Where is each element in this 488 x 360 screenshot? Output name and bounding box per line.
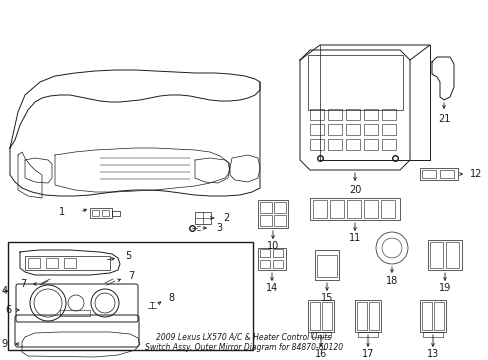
Bar [273,202,285,213]
Bar [92,210,99,216]
Bar [381,124,395,135]
Bar [272,260,283,268]
Bar [357,332,377,337]
Text: 15: 15 [320,293,332,303]
Text: 3: 3 [216,223,222,233]
Text: 6: 6 [5,305,11,315]
Bar [314,250,338,280]
Bar [421,170,435,178]
Bar [25,256,110,270]
Bar [260,202,271,213]
Text: 18: 18 [385,276,397,286]
Bar [260,249,269,257]
Bar [327,109,341,120]
Bar [258,200,287,228]
Bar [327,139,341,150]
Bar [354,300,380,332]
Bar [363,124,377,135]
Bar [273,215,285,226]
Bar [316,255,336,277]
Bar [429,242,442,268]
Bar [102,210,109,216]
Text: 7: 7 [128,271,134,281]
Text: 9: 9 [2,339,8,349]
Bar [307,300,333,332]
Bar [346,109,359,120]
Bar [28,258,40,268]
Bar [363,109,377,120]
Bar [307,55,402,110]
Text: 1: 1 [59,207,65,217]
Text: 11: 11 [348,233,360,243]
Bar [327,124,341,135]
Bar [309,198,399,220]
Bar [112,211,120,216]
Bar [310,332,330,337]
Bar [422,332,442,337]
Bar [312,200,326,218]
Text: 20: 20 [348,185,361,195]
Bar [427,240,461,270]
Bar [346,139,359,150]
Text: 16: 16 [314,349,326,359]
Bar [363,200,377,218]
Bar [445,242,458,268]
Bar [272,249,283,257]
Bar [368,302,378,330]
Bar [90,208,112,218]
Text: 4: 4 [2,286,8,296]
Bar [381,109,395,120]
Bar [8,242,252,350]
Bar [321,302,331,330]
Bar [195,212,210,224]
Text: 14: 14 [265,283,278,293]
Bar [60,310,90,316]
Text: 8: 8 [168,293,174,303]
Bar [356,302,366,330]
Bar [419,300,445,332]
Bar [309,302,319,330]
Bar [329,200,343,218]
Text: 13: 13 [426,349,438,359]
Bar [419,168,457,180]
Bar [260,215,271,226]
Text: 2: 2 [223,213,229,223]
Bar [309,139,324,150]
Text: 19: 19 [438,283,450,293]
Bar [258,248,285,270]
Text: 10: 10 [266,241,279,251]
Text: 12: 12 [469,169,481,179]
Bar [309,124,324,135]
Bar [381,139,395,150]
Bar [380,200,394,218]
Bar [309,109,324,120]
Bar [346,200,360,218]
Text: 17: 17 [361,349,373,359]
Bar [46,258,58,268]
Bar [421,302,431,330]
Bar [433,302,443,330]
Text: 7: 7 [20,279,26,289]
Text: 21: 21 [437,114,449,124]
Text: 2009 Lexus LX570 A/C & Heater Control Units
Switch Assy, Outer Mirror Diagram fo: 2009 Lexus LX570 A/C & Heater Control Un… [144,333,343,352]
Text: 5: 5 [125,251,131,261]
Bar [346,124,359,135]
Bar [64,258,76,268]
Bar [260,260,269,268]
Bar [363,139,377,150]
Bar [439,170,453,178]
